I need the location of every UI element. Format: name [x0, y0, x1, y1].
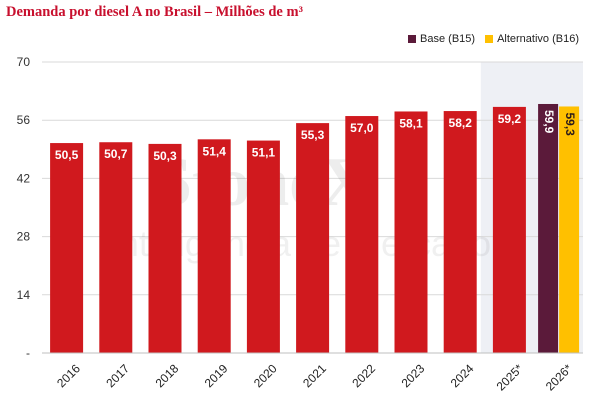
y-tick-label: 28	[17, 230, 31, 244]
chart-title: Demanda por diesel A no Brasil – Milhões…	[6, 4, 303, 20]
legend-swatch-alternativo	[485, 35, 494, 43]
bar	[148, 143, 182, 353]
bar-value-label: 50,5	[55, 148, 79, 162]
x-tick-label: 2025*	[494, 361, 526, 393]
bar-value-label: 58,2	[449, 116, 473, 130]
legend-label-base: Base (B15)	[420, 33, 476, 45]
x-tick-label: 2023	[399, 361, 428, 390]
bar	[443, 111, 477, 353]
bar-value-label: 59,2	[498, 112, 522, 126]
bar-value-label: 55,3	[301, 128, 325, 142]
y-tick-label: -	[26, 346, 30, 360]
x-tick-label: 2018	[153, 361, 182, 390]
bar	[492, 106, 526, 353]
legend-swatch-base	[408, 35, 417, 43]
bar-value-label-alternativo: 59,3	[563, 112, 577, 136]
bar	[345, 116, 379, 354]
bar	[246, 140, 280, 353]
y-tick-label: 56	[17, 113, 31, 127]
bar-base	[538, 103, 559, 353]
legend: Base (B15) Alternativo (B16)	[408, 33, 579, 45]
x-tick-label: 2026*	[543, 361, 575, 393]
legend-label-alternativo: Alternativo (B16)	[497, 33, 579, 45]
bar-alternativo	[559, 106, 580, 353]
x-tick-label: 2021	[300, 361, 329, 390]
y-tick-label: 70	[17, 55, 31, 69]
bar-value-label: 50,7	[104, 147, 128, 161]
bar	[197, 139, 231, 353]
bar-value-label: 50,3	[153, 149, 177, 163]
bar-value-label: 58,1	[399, 116, 423, 130]
x-tick-label: 2019	[202, 361, 231, 390]
legend-item-alternativo: Alternativo (B16)	[485, 33, 579, 45]
y-tick-label: 42	[17, 171, 31, 185]
bar-value-label: 57,0	[350, 121, 374, 135]
y-tick-label: 14	[17, 288, 31, 302]
x-tick-label: 2022	[349, 361, 378, 390]
bar	[99, 142, 133, 353]
bar-value-label-base: 59,9	[542, 110, 556, 134]
bar	[296, 123, 330, 353]
bar	[394, 111, 428, 353]
bar-value-label: 51,1	[252, 146, 276, 160]
legend-item-base: Base (B15)	[408, 33, 475, 45]
bar-value-label: 51,4	[203, 144, 227, 158]
x-tick-label: 2016	[54, 361, 83, 390]
x-tick-label: 2017	[103, 361, 132, 390]
x-tick-label: 2020	[251, 361, 280, 390]
bar	[50, 143, 84, 353]
x-tick-label: 2024	[448, 361, 477, 390]
